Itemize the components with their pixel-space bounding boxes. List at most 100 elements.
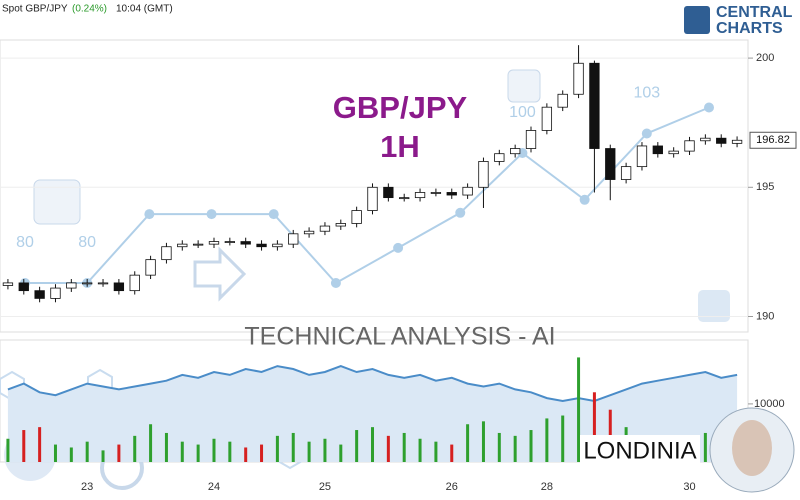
- volume-bar: [260, 444, 264, 462]
- y-tick-label: 195: [756, 181, 774, 193]
- volume-bar: [117, 444, 121, 462]
- candle-body: [399, 197, 410, 200]
- volume-bar: [275, 435, 279, 462]
- candle-body: [430, 192, 442, 194]
- candle-body: [192, 243, 204, 246]
- candle-body: [478, 161, 489, 188]
- volume-bar: [577, 357, 581, 462]
- indicator-label: 103: [633, 85, 660, 102]
- candle-body: [731, 139, 743, 144]
- x-tick-label: 25: [319, 481, 331, 493]
- x-tick-label: 28: [541, 481, 553, 493]
- candle-body: [716, 137, 727, 144]
- candle-body: [573, 62, 584, 95]
- volume-bar: [466, 424, 470, 462]
- y-tick-label: 200: [756, 52, 774, 64]
- volume-bar: [355, 430, 359, 462]
- candle-body: [18, 282, 29, 292]
- candle-body: [240, 241, 251, 245]
- x-tick-label: 30: [683, 481, 695, 493]
- candle-body: [462, 186, 473, 196]
- candle-body: [446, 192, 457, 196]
- volume-ma-area: [7, 366, 738, 462]
- decor-icon: [507, 69, 541, 103]
- instrument: Spot GBP/JPY: [2, 4, 68, 15]
- logo-icon: [684, 6, 710, 34]
- candle-body: [319, 225, 331, 232]
- volume-bar: [196, 444, 200, 462]
- avatar-face: [732, 420, 772, 476]
- volume-bar: [244, 447, 248, 462]
- decor-icon: [698, 290, 730, 322]
- indicator-label: 80: [16, 234, 34, 251]
- volume-bar: [164, 432, 168, 462]
- candle-body: [351, 210, 362, 224]
- brand-bg: [580, 435, 700, 467]
- volume-bar: [133, 435, 137, 462]
- volume-bar: [101, 450, 105, 462]
- indicator-point: [393, 242, 404, 253]
- indicator-point: [704, 102, 714, 113]
- volume-bar: [513, 435, 517, 462]
- candle-body: [177, 243, 188, 248]
- volume-ma-line: [7, 365, 738, 403]
- candle-body: [161, 246, 172, 261]
- x-tick-label: 23: [81, 481, 93, 493]
- indicator-point: [268, 209, 279, 220]
- candle-body: [224, 241, 235, 243]
- volume-bar: [149, 424, 153, 462]
- change: (0.24%): [72, 4, 107, 15]
- volume-bar: [434, 441, 438, 462]
- candle-body: [652, 145, 663, 155]
- volume-bar: [339, 444, 343, 462]
- volume-bar: [561, 415, 565, 462]
- volume-bar: [402, 432, 406, 462]
- indicator-line: [25, 106, 710, 285]
- indicator-point: [330, 278, 341, 288]
- candle-body: [367, 186, 378, 211]
- volume-bar: [497, 432, 501, 462]
- candle-body: [589, 62, 600, 149]
- decor-icon: [33, 179, 81, 225]
- candle-body: [684, 140, 695, 152]
- candle-body: [557, 93, 568, 108]
- x-tick-label: 26: [446, 481, 458, 493]
- volume-bar: [228, 441, 232, 462]
- candle-body: [50, 287, 61, 299]
- indicator-label: 80: [78, 234, 96, 251]
- candle-body: [208, 241, 220, 245]
- volume-bar: [307, 441, 311, 462]
- volume-bar: [6, 438, 10, 462]
- decor-arrow: [193, 246, 247, 302]
- chart-title: GBP/JPY: [333, 90, 468, 125]
- indicator-point: [144, 209, 155, 220]
- candle-body: [700, 137, 711, 142]
- candle-body: [145, 259, 156, 276]
- volume-bar: [38, 427, 42, 462]
- x-tick-label: 24: [208, 481, 220, 493]
- candle-body: [113, 282, 125, 292]
- candle-body: [129, 274, 140, 292]
- indicator-point: [455, 207, 466, 218]
- volume-bar: [592, 392, 596, 462]
- candle-body: [668, 150, 679, 155]
- volume-bar: [529, 430, 533, 462]
- volume-bar: [22, 430, 26, 462]
- volume-bar: [371, 427, 374, 462]
- candle-body: [256, 243, 267, 248]
- candle-body: [525, 130, 537, 149]
- candle-body: [383, 186, 394, 199]
- volume-bar: [180, 441, 184, 462]
- watermark: TECHNICAL ANALYSIS - AI: [244, 323, 555, 351]
- volume-bar: [212, 438, 216, 462]
- chart-subtitle: 1H: [380, 129, 420, 164]
- indicator-label: 100: [509, 104, 536, 121]
- volume-bar: [703, 432, 707, 462]
- candle-body: [494, 153, 505, 162]
- volume-bar: [481, 421, 485, 462]
- volume-bar: [450, 444, 454, 462]
- candle-body: [34, 290, 45, 299]
- candle-body: [541, 106, 553, 131]
- candle-body: [97, 282, 109, 285]
- candle-body: [605, 148, 616, 180]
